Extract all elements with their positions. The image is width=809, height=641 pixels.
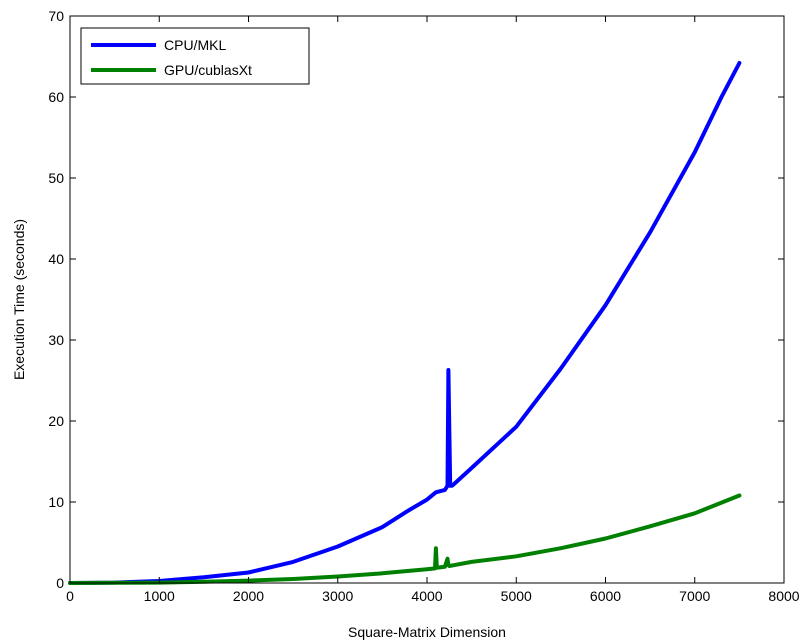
legend-label: CPU/MKL: [164, 37, 226, 53]
y-tick-label: 60: [48, 89, 64, 105]
x-axis-label: Square-Matrix Dimension: [348, 624, 506, 640]
x-tick-label: 3000: [322, 588, 353, 604]
x-tick-label: 4000: [411, 588, 442, 604]
y-tick-label: 30: [48, 332, 64, 348]
y-tick-label: 20: [48, 413, 64, 429]
y-tick-label: 0: [56, 575, 64, 591]
x-tick-label: 1000: [144, 588, 175, 604]
y-axis-label: Execution Time (seconds): [11, 219, 27, 380]
series-line-cpu-mkl: [68, 61, 742, 585]
legend-label: GPU/cublasXt: [164, 62, 252, 78]
legend: CPU/MKL GPU/cublasXt: [80, 27, 310, 85]
y-tick-label: 40: [48, 251, 64, 267]
y-tick-label: 70: [48, 8, 64, 24]
x-tick-label: 2000: [233, 588, 264, 604]
x-tick-label: 7000: [679, 588, 710, 604]
x-tick-label: 5000: [501, 588, 532, 604]
x-tick-label: 0: [66, 588, 74, 604]
legend-box: [80, 27, 310, 85]
y-tick-label: 10: [48, 494, 64, 510]
ticks-layer: 0 1000 2000 3000 4000 5000 6000 7000 8000 0 10 20 30…: [48, 8, 799, 604]
x-tick-label: 8000: [768, 588, 799, 604]
y-tick-label: 50: [48, 170, 64, 186]
x-tick-label: 6000: [590, 588, 621, 604]
